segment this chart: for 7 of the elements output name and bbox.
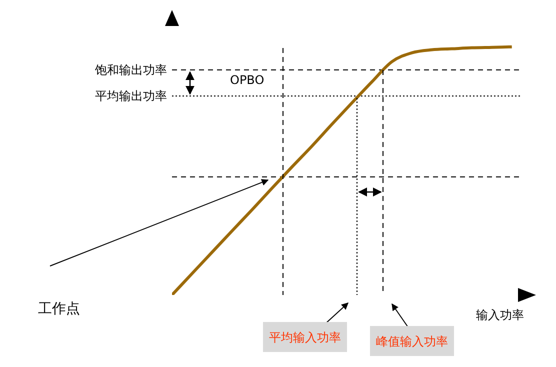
ref-line-label: 平均输出功率 xyxy=(95,89,167,104)
annotation: OPBO xyxy=(230,73,264,87)
text: 平均输入功率 xyxy=(269,330,341,344)
x-axis-title: 输入功率 xyxy=(476,308,524,322)
text: 峰值输入功率 xyxy=(376,334,448,348)
ref-line-label: 饱和输出功率 xyxy=(94,63,167,78)
text: 工作点 xyxy=(38,301,80,317)
